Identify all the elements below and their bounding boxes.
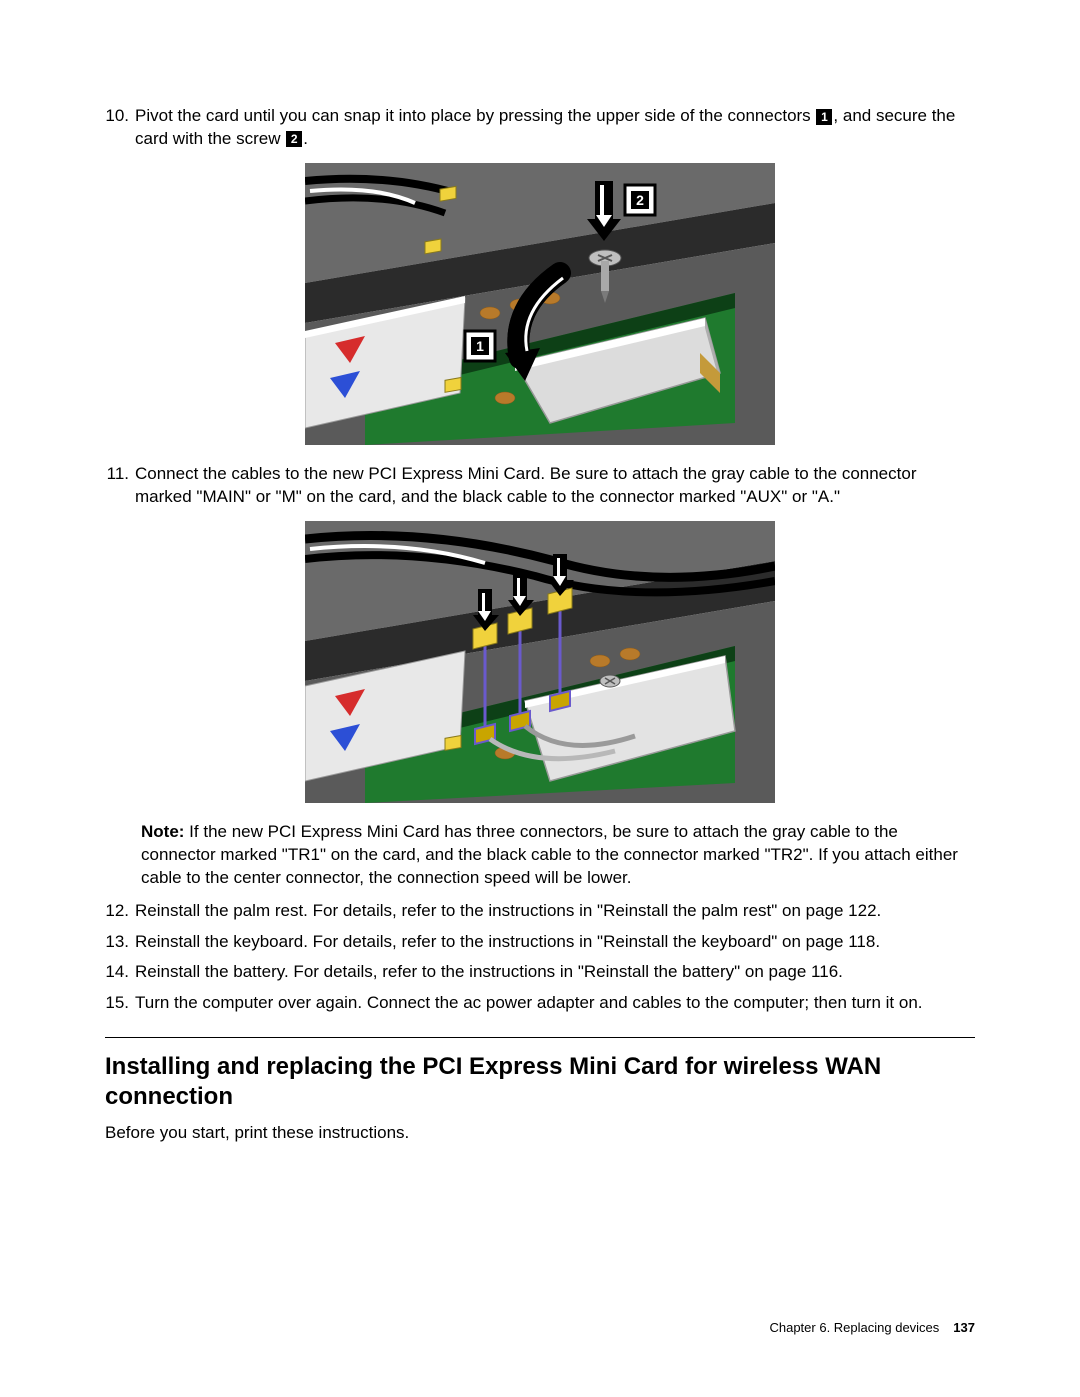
- footer-title: . Replacing devices: [827, 1320, 940, 1335]
- step-text: Turn the computer over again. Connect th…: [135, 992, 975, 1015]
- step-body: Pivot the card until you can snap it int…: [135, 105, 975, 151]
- step-14: 14. Reinstall the battery. For details, …: [105, 961, 975, 984]
- step-text: Reinstall the keyboard. For details, ref…: [135, 931, 975, 954]
- figure-label-2: 2: [636, 192, 644, 208]
- figure-pivot-card: 1 2: [105, 163, 975, 445]
- footer-page-number: 137: [953, 1320, 975, 1335]
- page-footer: Chapter 6. Replacing devices 137: [769, 1319, 975, 1337]
- step-text: Reinstall the battery. For details, refe…: [135, 961, 975, 984]
- step-11: 11. Connect the cables to the new PCI Ex…: [105, 463, 975, 509]
- step-15: 15. Turn the computer over again. Connec…: [105, 992, 975, 1015]
- step-number: 12.: [105, 900, 135, 923]
- step-number: 10.: [105, 105, 135, 151]
- footer-chapter: Chapter 6: [769, 1320, 826, 1335]
- note-lead: Note:: [141, 822, 184, 841]
- callout-2-icon: 2: [286, 131, 302, 147]
- callout-1-icon: 1: [816, 109, 832, 125]
- step-text: Reinstall the palm rest. For details, re…: [135, 900, 975, 923]
- note-text: If the new PCI Express Mini Card has thr…: [141, 822, 958, 887]
- step-12: 12. Reinstall the palm rest. For details…: [105, 900, 975, 923]
- pre-start-text: Before you start, print these instructio…: [105, 1122, 975, 1145]
- note-block: Note: If the new PCI Express Mini Card h…: [105, 821, 975, 890]
- step-text: .: [303, 129, 308, 148]
- section-divider: [105, 1037, 975, 1038]
- step-text: Connect the cables to the new PCI Expres…: [135, 463, 975, 509]
- step-text: Pivot the card until you can snap it int…: [135, 106, 815, 125]
- step-number: 11.: [105, 463, 135, 509]
- figure-connect-cables: [105, 521, 975, 803]
- step-10: 10. Pivot the card until you can snap it…: [105, 105, 975, 151]
- step-number: 14.: [105, 961, 135, 984]
- section-heading: Installing and replacing the PCI Express…: [105, 1052, 975, 1112]
- step-13: 13. Reinstall the keyboard. For details,…: [105, 931, 975, 954]
- step-number: 15.: [105, 992, 135, 1015]
- figure-label-1: 1: [476, 338, 484, 354]
- step-number: 13.: [105, 931, 135, 954]
